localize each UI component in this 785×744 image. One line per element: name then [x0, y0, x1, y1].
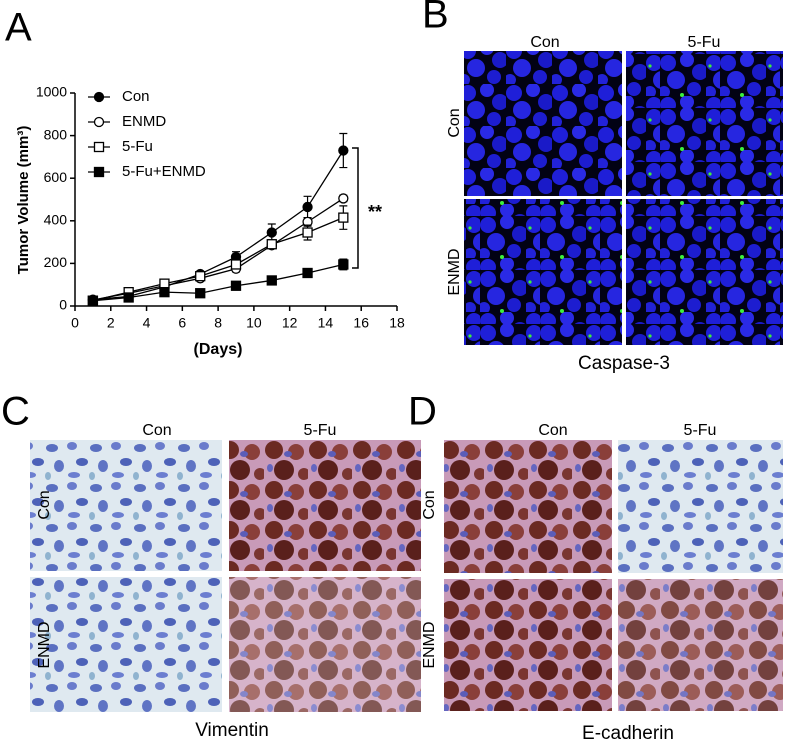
column-header: 5-Fu [304, 422, 337, 439]
annotation: ** [368, 202, 382, 222]
marker [302, 201, 313, 213]
caption: Caspase-3 [578, 353, 670, 374]
x-tick-label: 12 [282, 315, 298, 331]
caption: Vimentin [195, 720, 269, 741]
legend-label: ENMD [122, 113, 166, 130]
x-tick-label: 2 [107, 315, 115, 331]
legend-label: Con [122, 88, 150, 105]
marker [302, 227, 313, 238]
marker [338, 145, 349, 156]
marker [123, 292, 134, 303]
legend-marker [93, 166, 105, 178]
x-tick-label: 6 [178, 315, 186, 331]
y-tick-label: 400 [44, 212, 68, 228]
legend-label: 5-Fu [122, 138, 153, 155]
series-line [92, 263, 344, 302]
marker [338, 193, 349, 204]
micrograph [626, 51, 783, 196]
micrograph [626, 199, 783, 345]
x-tick-label: 4 [143, 315, 151, 331]
marker [87, 295, 99, 306]
legend-marker [93, 141, 105, 153]
significance-bracket [352, 147, 359, 269]
panel-d: D Con 5-Fu Con ENMD E-cadherin [408, 390, 783, 744]
column-header: Con [142, 422, 171, 439]
panel-label: B [422, 0, 449, 37]
column-header: Con [530, 34, 559, 51]
micrograph [618, 579, 783, 711]
micrograph [444, 440, 612, 573]
series-line [92, 150, 344, 301]
micrograph [229, 440, 421, 571]
marker [230, 280, 242, 291]
y-tick-label: 200 [44, 254, 68, 270]
legend-label: 5-Fu+ENMD [122, 163, 206, 180]
y-axis-label: Tumor Volume (mm³) [15, 126, 32, 275]
column-header: 5-Fu [688, 34, 721, 51]
row-header: Con [446, 108, 463, 137]
micrograph [618, 440, 783, 573]
y-tick-label: 600 [44, 169, 68, 185]
legend-marker [93, 116, 105, 128]
y-tick-label: 0 [59, 297, 67, 313]
x-tick-label: 8 [214, 315, 222, 331]
marker [302, 267, 313, 279]
micrograph [464, 51, 622, 196]
column-header: 5-Fu [684, 422, 717, 439]
micrograph [30, 577, 222, 712]
marker [159, 287, 170, 298]
series-line [92, 217, 344, 302]
row-header: ENMD [421, 621, 438, 668]
caption: E-cadherin [582, 723, 674, 744]
panel-label: C [1, 390, 30, 434]
micrograph [464, 199, 622, 345]
row-header: Con [421, 490, 438, 519]
x-tick-label: 18 [389, 315, 405, 331]
row-header: ENMD [446, 248, 463, 295]
marker [266, 227, 277, 238]
x-tick-label: 14 [318, 315, 334, 331]
x-tick-label: 10 [246, 315, 262, 331]
micrograph [444, 579, 612, 711]
column-header: Con [538, 422, 567, 439]
panel-c: C Con 5-Fu Con ENMD Vimentin [1, 390, 421, 741]
row-header: ENMD [36, 621, 53, 668]
marker [266, 275, 277, 286]
y-tick-label: 1000 [36, 84, 67, 100]
marker [338, 212, 349, 223]
panel-label: D [408, 390, 437, 434]
x-tick-label: 16 [353, 315, 369, 331]
row-header: Con [36, 490, 53, 519]
marker [195, 288, 206, 299]
marker [195, 271, 206, 282]
marker [159, 278, 170, 289]
marker [338, 259, 349, 270]
marker [266, 239, 277, 250]
micrograph [229, 577, 421, 712]
x-axis-label: (Days) [194, 341, 243, 358]
y-tick-label: 800 [44, 126, 68, 142]
legend-marker [93, 91, 105, 103]
x-tick-label: 0 [71, 315, 79, 331]
panel-b: B Con 5-Fu Con ENMD Caspase-3 [422, 0, 783, 374]
chart-a: A (Days) Tumor Volume (mm³) ** [5, 6, 397, 358]
panel-label: A [5, 6, 32, 50]
marker [230, 259, 242, 270]
micrograph [30, 440, 222, 571]
series-line [92, 197, 344, 301]
